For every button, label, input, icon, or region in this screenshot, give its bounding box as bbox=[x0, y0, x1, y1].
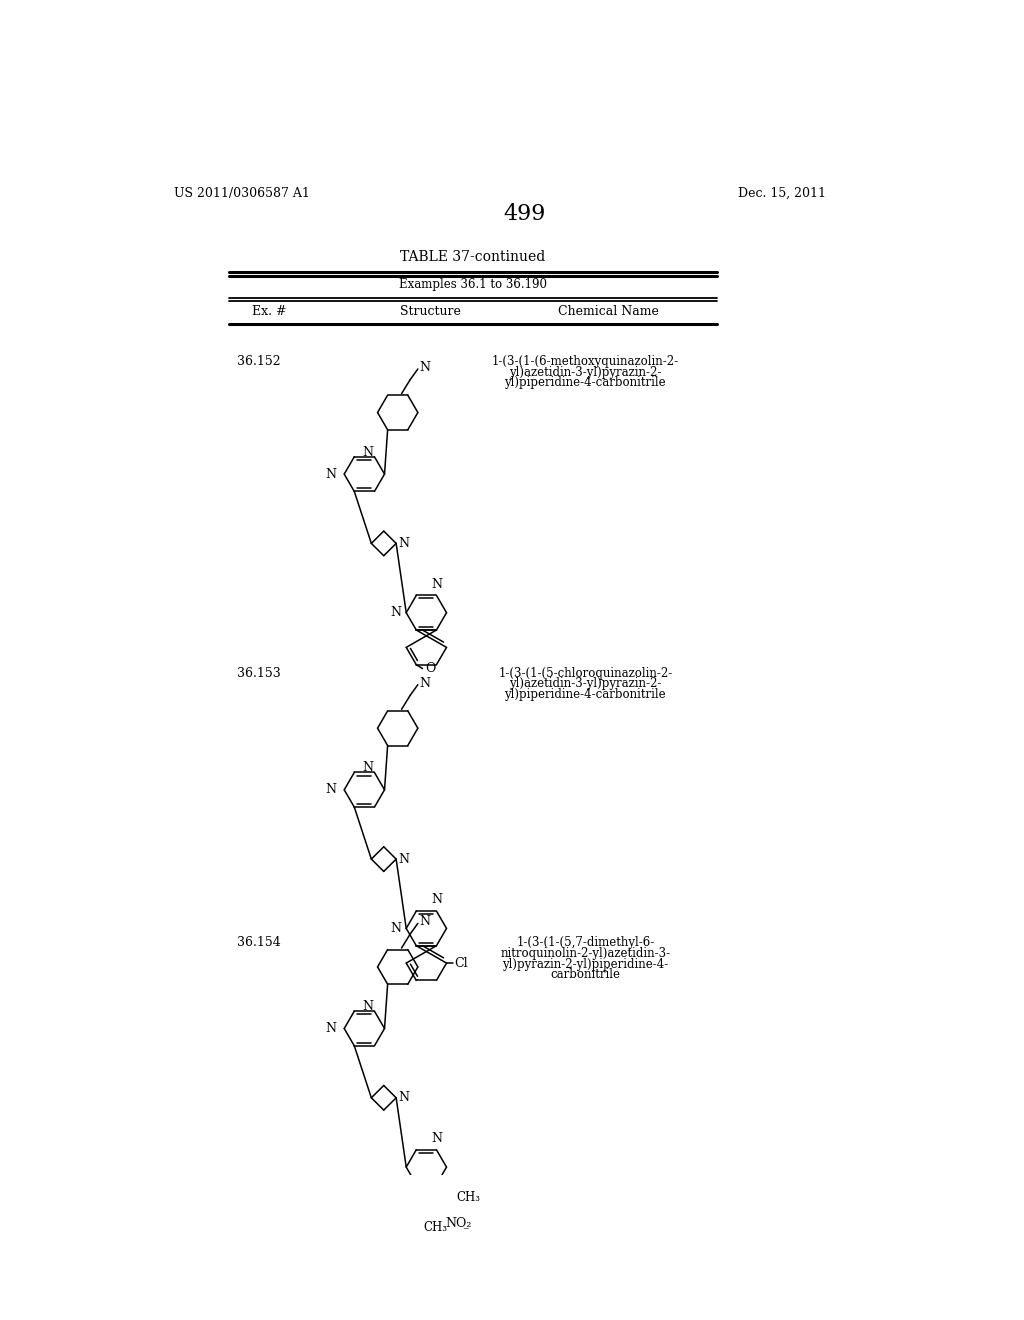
Text: N: N bbox=[431, 1133, 442, 1146]
Text: N: N bbox=[361, 762, 373, 775]
Text: N: N bbox=[398, 853, 410, 866]
Text: N: N bbox=[420, 677, 430, 689]
Text: carbonitrile: carbonitrile bbox=[550, 969, 621, 982]
Text: N: N bbox=[431, 894, 442, 907]
Text: yl)piperidine-4-carbonitrile: yl)piperidine-4-carbonitrile bbox=[505, 688, 666, 701]
Text: 499: 499 bbox=[504, 203, 546, 224]
Text: Ex. #: Ex. # bbox=[252, 305, 287, 318]
Text: CH₃: CH₃ bbox=[457, 1192, 480, 1204]
Text: N: N bbox=[420, 360, 430, 374]
Text: Structure: Structure bbox=[399, 305, 461, 318]
Text: yl)piperidine-4-carbonitrile: yl)piperidine-4-carbonitrile bbox=[505, 376, 666, 389]
Text: N: N bbox=[398, 1092, 410, 1105]
Text: Chemical Name: Chemical Name bbox=[558, 305, 658, 318]
Text: N: N bbox=[326, 467, 337, 480]
Text: TABLE 37-continued: TABLE 37-continued bbox=[400, 249, 546, 264]
Text: N: N bbox=[326, 1022, 337, 1035]
Text: N: N bbox=[326, 783, 337, 796]
Text: yl)azetidin-3-yl)pyrazin-2-: yl)azetidin-3-yl)pyrazin-2- bbox=[509, 677, 662, 690]
Text: 1-(3-(1-(6-methoxyquinazolin-2-: 1-(3-(1-(6-methoxyquinazolin-2- bbox=[492, 355, 679, 368]
Text: N: N bbox=[431, 578, 442, 591]
Text: N: N bbox=[390, 921, 401, 935]
Text: Cl: Cl bbox=[455, 957, 468, 970]
Text: 36.154: 36.154 bbox=[237, 936, 281, 949]
Text: 36.152: 36.152 bbox=[237, 355, 281, 368]
Text: Examples 36.1 to 36.190: Examples 36.1 to 36.190 bbox=[399, 277, 547, 290]
Text: NO₂: NO₂ bbox=[445, 1217, 471, 1230]
Text: N: N bbox=[390, 606, 401, 619]
Text: yl)pyrazin-2-yl)piperidine-4-: yl)pyrazin-2-yl)piperidine-4- bbox=[502, 958, 669, 970]
Text: US 2011/0306587 A1: US 2011/0306587 A1 bbox=[174, 187, 310, 199]
Text: 1-(3-(1-(5-chloroquinazolin-2-: 1-(3-(1-(5-chloroquinazolin-2- bbox=[498, 667, 673, 680]
Text: Dec. 15, 2011: Dec. 15, 2011 bbox=[737, 187, 825, 199]
Text: N: N bbox=[420, 915, 430, 928]
Text: N: N bbox=[361, 1001, 373, 1012]
Text: ⁻: ⁻ bbox=[462, 1225, 469, 1238]
Text: 1-(3-(1-(5,7-dimethyl-6-: 1-(3-(1-(5,7-dimethyl-6- bbox=[516, 936, 654, 949]
Text: N: N bbox=[398, 537, 410, 550]
Text: N: N bbox=[361, 446, 373, 458]
Text: O: O bbox=[425, 663, 435, 675]
Text: 36.153: 36.153 bbox=[237, 667, 281, 680]
Text: yl)azetidin-3-yl)pyrazin-2-: yl)azetidin-3-yl)pyrazin-2- bbox=[509, 366, 662, 379]
Text: CH₃: CH₃ bbox=[423, 1221, 447, 1234]
Text: nitroquinolin-2-yl)azetidin-3-: nitroquinolin-2-yl)azetidin-3- bbox=[500, 946, 671, 960]
